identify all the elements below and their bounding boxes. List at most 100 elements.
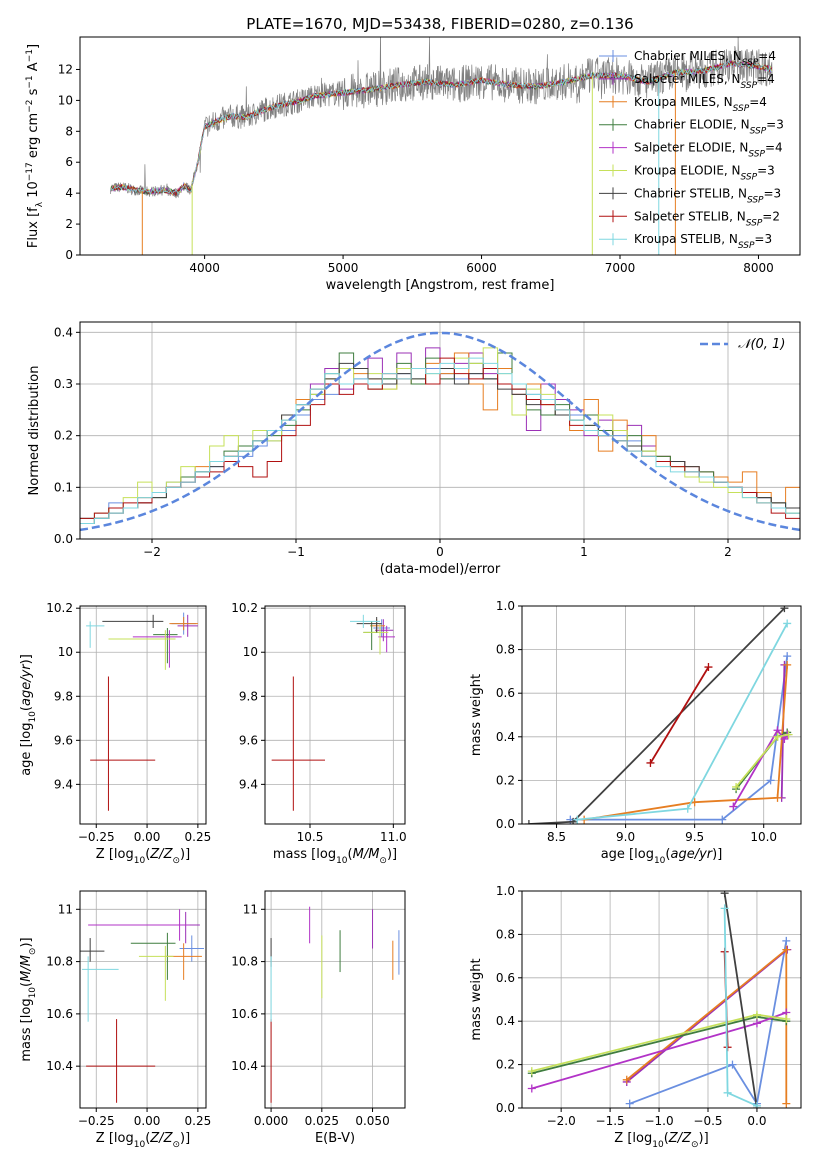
series-line-c_miles [570, 655, 789, 821]
series-marker [704, 663, 713, 672]
y-tick-label: 2 [65, 217, 73, 231]
x-tick-label: 0.25 [185, 1114, 212, 1128]
x-axis-label: mass [log10(M/M⊙)] [273, 847, 397, 866]
x-tick-label: −1.5 [596, 1114, 625, 1128]
series-marker [773, 793, 782, 802]
y-tick-label: 0.0 [496, 817, 515, 831]
legend-label: Salpeter ELODIE, NSSP=4 [634, 141, 783, 160]
y-tick-label: 0.0 [54, 532, 73, 546]
x-axis-label: wavelength [Angstrom, rest frame] [326, 278, 555, 293]
chart-residuals: −2 −1 0 1 2 0.0 0.1 0.2 0.3 0.4 (data-model)/error… [27, 321, 801, 577]
y-tick-label: 0.4 [496, 730, 515, 744]
y-tick-label: 0.1 [54, 480, 73, 494]
axes-frame [79, 890, 207, 1109]
series-marker [782, 945, 791, 954]
series-marker [728, 1060, 737, 1069]
y-axis-label: mass weight [469, 958, 484, 1040]
legend-label: Chabrier STELIB, NSSP=3 [634, 186, 781, 205]
x-tick-label: 0 [436, 545, 444, 559]
y-tick-label: 10.4 [46, 1059, 73, 1073]
series-marker [720, 891, 729, 898]
series-marker [527, 1084, 536, 1093]
y-tick-label: 0.6 [496, 971, 515, 985]
x-axis-label: age [log10(age/yr)] [601, 847, 723, 866]
x-axis-label: Z [log10(Z/Z⊙)] [614, 1131, 708, 1150]
series-marker [783, 660, 792, 669]
axes-frame [521, 890, 802, 1109]
plot-area [524, 606, 793, 824]
y-tick-label: 0.2 [496, 773, 515, 787]
y-axis-label: Flux [fλ 10−17 erg cm−2 s−1 A−1] [25, 44, 45, 248]
y-tick-label: 0.0 [496, 1101, 515, 1115]
plot-area [270, 906, 400, 1103]
series-marker [720, 904, 729, 913]
model-line-s_stelib [110, 60, 773, 197]
x-axis-label: (data-model)/error [380, 562, 501, 577]
legend-label: Kroupa ELODIE, NSSP=3 [634, 164, 775, 183]
x-tick-label: −0.5 [693, 1114, 722, 1128]
series-line-k_miles [584, 664, 789, 821]
x-tick-label: 5000 [328, 261, 359, 275]
x-tick-label: 0.25 [185, 830, 212, 844]
x-tick-label: 10.5 [297, 830, 324, 844]
series-line-c_stelib [723, 893, 758, 1108]
x-tick-label: 11.0 [380, 830, 407, 844]
axes-frame [264, 890, 406, 1109]
series-marker [784, 730, 793, 739]
series-marker [783, 652, 792, 661]
chart-mass_weight_vs_age: 8.5 9.0 9.5 10.0 0.0 0.2 0.4 0.6 0.8 1.0 age [log1… [469, 599, 802, 866]
y-tick-label: 0.4 [496, 1014, 515, 1028]
y-tick-label: 9.4 [239, 777, 258, 791]
x-axis-label: E(B-V) [315, 1131, 355, 1146]
y-tick-label: 10.6 [46, 1007, 73, 1021]
x-tick-label: 8.5 [547, 830, 566, 844]
plot-area [80, 909, 204, 1103]
y-tick-label: 10 [58, 645, 73, 659]
y-tick-label: 10.2 [231, 601, 258, 615]
axes-frame [264, 605, 406, 825]
y-axis-label: Normed distribution [27, 366, 42, 496]
x-tick-label: 0.00 [134, 1114, 161, 1128]
chart-mass_vs_ebv: 0.000 0.025 0.050 10.4 10.6 10.8 11 E(B-V) [231, 890, 406, 1146]
x-axis-label: Z [log10(Z/Z⊙)] [96, 847, 190, 866]
plot-area [271, 614, 395, 811]
y-tick-label: 8 [65, 124, 73, 138]
y-tick-label: 12 [58, 62, 73, 76]
x-tick-label: 8000 [743, 261, 774, 275]
x-tick-label: 9.0 [616, 830, 635, 844]
y-tick-label: 0.3 [54, 377, 73, 391]
histogram-k_stelib [80, 357, 800, 539]
series-marker [683, 804, 692, 813]
x-tick-label: 10.0 [750, 830, 777, 844]
chart-mass_vs_Z: −0.25 0.00 0.25 10.4 10.6 10.8 11 Z [log10(Z/Z⊙… [19, 890, 212, 1150]
series-marker [782, 936, 791, 945]
legend-label: Salpeter STELIB, NSSP=2 [634, 209, 780, 228]
y-tick-label: 9.8 [239, 689, 258, 703]
series-marker [732, 782, 741, 791]
series-marker [718, 815, 727, 824]
y-tick-label: 0.2 [496, 1058, 515, 1072]
y-tick-label: 10 [58, 93, 73, 107]
series-marker [773, 732, 782, 741]
x-tick-label: −0.25 [78, 830, 115, 844]
series-line-c_miles [629, 940, 788, 1107]
x-tick-label: 7000 [605, 261, 636, 275]
y-tick-label: 0.2 [54, 429, 73, 443]
x-tick-label: −2.0 [547, 1114, 576, 1128]
y-axis-label: age [log10(age/yr)] [19, 654, 38, 776]
y-tick-label: 0 [65, 248, 73, 262]
axes-frame [521, 605, 802, 825]
x-axis-label: Z [log10(Z/Z⊙)] [96, 1131, 190, 1150]
axes-frame [79, 36, 801, 256]
series-marker [723, 1088, 732, 1097]
y-tick-label: 10 [243, 645, 258, 659]
x-tick-label: 0.0 [747, 1114, 766, 1128]
y-tick-label: 9.6 [239, 733, 258, 747]
y-tick-label: 9.8 [54, 689, 73, 703]
series-marker [782, 1099, 791, 1108]
plot-area [527, 891, 792, 1108]
series-marker [766, 776, 775, 785]
series-line-c_stelib [528, 607, 786, 824]
series-marker [625, 1099, 634, 1108]
